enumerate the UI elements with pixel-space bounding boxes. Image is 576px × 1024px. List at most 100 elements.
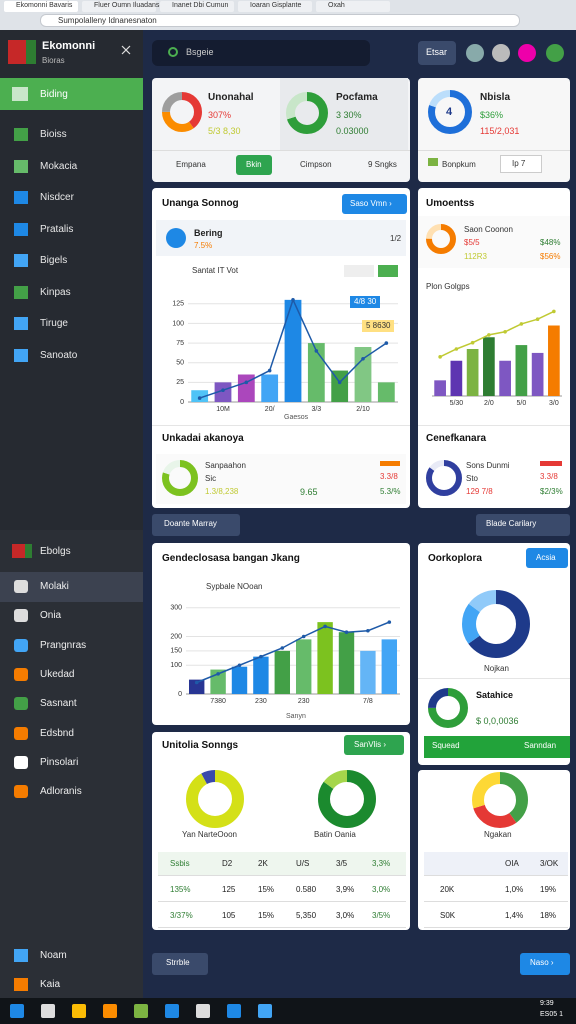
- line-point: [244, 380, 249, 385]
- browser-tab[interactable]: [82, 1, 156, 12]
- donut: [462, 590, 530, 658]
- line-point: [487, 333, 491, 337]
- nav-label: Tiruge: [40, 318, 68, 329]
- line-point: [197, 396, 202, 400]
- bar: [237, 374, 255, 402]
- panel-button[interactable]: [344, 735, 404, 755]
- x-tick-label: 10M: [216, 406, 230, 413]
- nav-label: Molaki: [40, 581, 69, 592]
- line-point: [194, 680, 199, 685]
- nav-icon: [14, 317, 28, 330]
- y-tick-label: 300: [170, 605, 182, 612]
- taskbar-icon[interactable]: [227, 1004, 241, 1018]
- taskbar-icon[interactable]: [165, 1004, 179, 1018]
- panel-title: Oorkoplora: [428, 553, 482, 564]
- button-label: Blade Carilary: [486, 519, 537, 528]
- ring-card-name: Sanpaahon: [205, 461, 246, 470]
- taskbar-icon[interactable]: [103, 1004, 117, 1018]
- y-tick-label: 200: [170, 633, 182, 640]
- y-tick-label: 25: [176, 379, 184, 386]
- card-title: Nbisla: [480, 92, 511, 103]
- line-point: [323, 624, 327, 629]
- x-tick-label: 230: [298, 698, 310, 705]
- metric-icon: [166, 228, 186, 248]
- table-cell: 15%: [258, 911, 275, 920]
- line-point: [387, 620, 392, 624]
- taskbar-icon[interactable]: [196, 1004, 210, 1018]
- panel-title: Gendeclosasa bangan Jkang: [162, 553, 300, 564]
- browser-tab[interactable]: [238, 1, 312, 12]
- donut: [162, 460, 198, 496]
- top-icon[interactable]: [518, 44, 536, 62]
- table-row: [424, 852, 568, 876]
- donut-segment: [162, 460, 198, 496]
- nav-label[interactable]: Noam: [40, 950, 67, 961]
- taskbar-icon[interactable]: [134, 1004, 148, 1018]
- browser-tab[interactable]: [160, 1, 234, 12]
- nav-icon: [14, 697, 28, 711]
- top-icon[interactable]: [466, 44, 484, 62]
- action-button[interactable]: [152, 953, 208, 975]
- donut-segment: [186, 770, 244, 828]
- nav-icon: [14, 978, 28, 991]
- chart-plot: 5/30 2/0 5/0 3/0: [432, 309, 562, 407]
- chart-title: Plon Golgps: [426, 282, 470, 291]
- ring-card-mid: 9.65: [300, 487, 318, 497]
- item-name: Saon Coonon: [464, 225, 513, 234]
- line-point: [438, 355, 442, 359]
- action-button[interactable]: [152, 514, 240, 536]
- annotation: 4/8 30: [350, 296, 381, 308]
- taskbar-icon[interactable]: [258, 1004, 272, 1018]
- line-point: [552, 309, 556, 314]
- chart-control[interactable]: [344, 265, 374, 277]
- card-title: Unonahal: [208, 92, 254, 103]
- browser-tab[interactable]: [316, 1, 390, 12]
- panel-button[interactable]: [526, 548, 568, 568]
- table-row: [424, 904, 568, 928]
- bar: [483, 337, 495, 396]
- panel-title: Umoentss: [426, 198, 475, 209]
- donut-segment: [186, 770, 244, 828]
- donut: [426, 224, 456, 254]
- donut-label: Nojkan: [484, 664, 509, 673]
- nav-icon: [14, 222, 28, 236]
- donut-segment: [462, 590, 530, 658]
- tab-title: Oxah: [328, 2, 345, 9]
- search-box[interactable]: [152, 40, 370, 66]
- taskbar-icon[interactable]: [10, 1004, 24, 1018]
- nav-label: Sanoato: [40, 349, 78, 361]
- status-label: Sanndan: [524, 741, 557, 750]
- taskbar-icon[interactable]: [41, 1004, 55, 1018]
- top-button[interactable]: [418, 41, 456, 65]
- nav-label[interactable]: Kaia: [40, 979, 61, 990]
- nav-icon: [14, 949, 28, 962]
- top-icon[interactable]: [492, 44, 510, 62]
- bar: [360, 650, 376, 694]
- nav-icon: [14, 128, 28, 141]
- url-bar[interactable]: [40, 14, 520, 27]
- action-button[interactable]: [476, 514, 570, 536]
- tab-title: Inanet Dbi Cumun: [172, 2, 229, 9]
- action-button[interactable]: [520, 953, 570, 975]
- metric-value: 7.5%: [194, 241, 213, 250]
- metric-side: 1/2: [390, 234, 402, 243]
- dropdown[interactable]: [500, 155, 542, 173]
- donut-segment: [162, 92, 202, 132]
- top-icon[interactable]: [546, 44, 564, 62]
- chart-control[interactable]: [378, 265, 398, 277]
- x-tick-label: 230: [255, 698, 267, 705]
- nav-icon: [14, 285, 28, 299]
- button-label: Naso ›: [530, 958, 554, 967]
- bar: [214, 382, 232, 402]
- footer-button[interactable]: [236, 155, 272, 175]
- panel-button[interactable]: [342, 194, 407, 214]
- table-cell: 135%: [170, 885, 191, 894]
- bar: [338, 632, 355, 694]
- browser-tab[interactable]: [4, 1, 78, 12]
- donut-segment: [286, 92, 328, 134]
- table-cell: S0K: [440, 911, 456, 920]
- x-axis-label: Sanyn: [286, 713, 306, 720]
- section-icon: [12, 544, 32, 558]
- taskbar-icon[interactable]: [72, 1004, 86, 1018]
- table-cell: 3,0%: [372, 885, 391, 894]
